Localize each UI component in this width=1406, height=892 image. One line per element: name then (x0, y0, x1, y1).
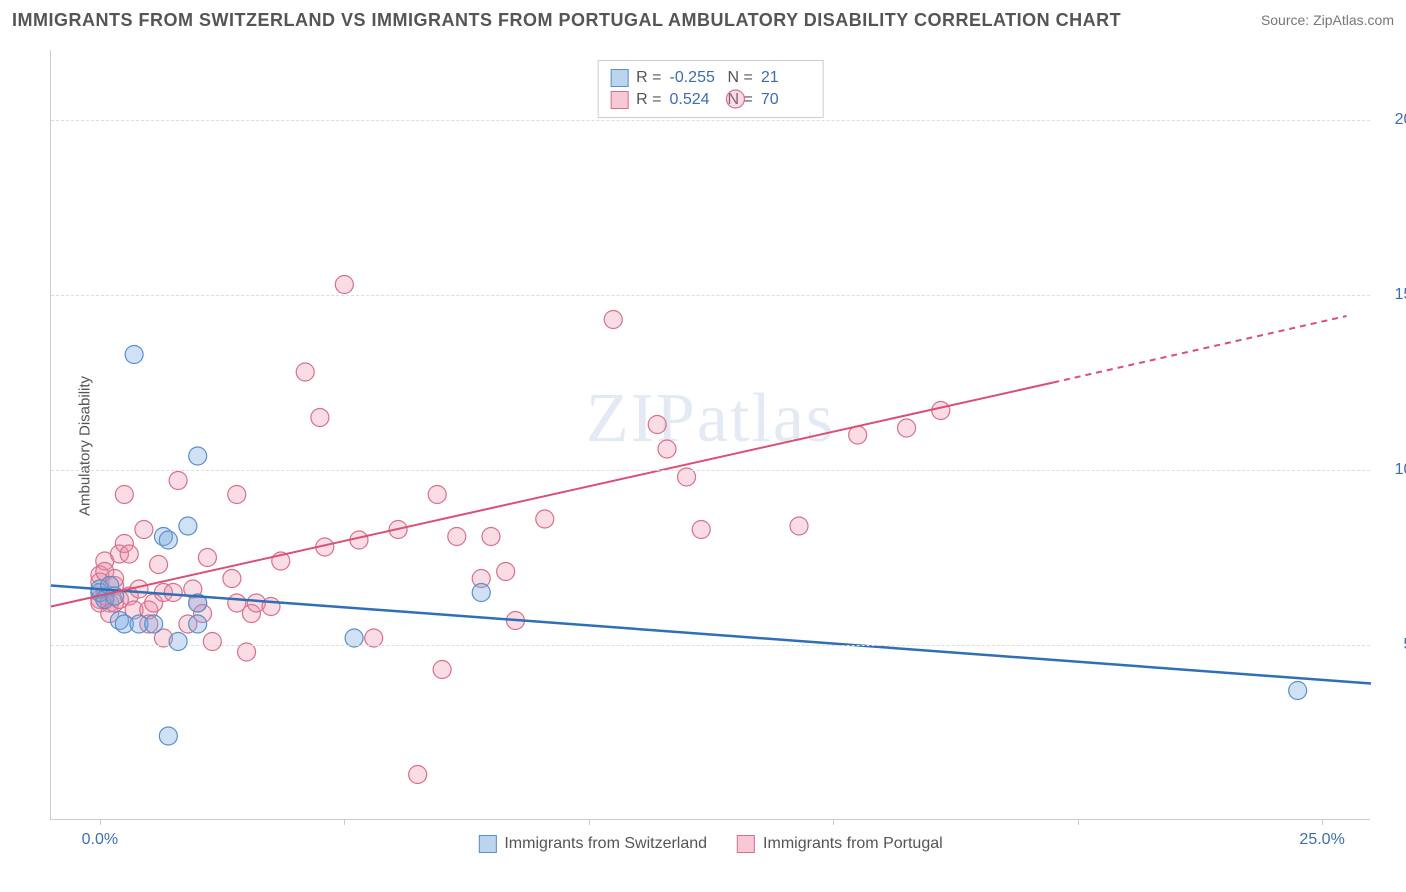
scatter-point (120, 545, 138, 563)
scatter-point (448, 528, 466, 546)
x-tick-label: 25.0% (1299, 831, 1344, 849)
x-tick (344, 819, 345, 825)
scatter-point (135, 521, 153, 539)
scatter-point (335, 276, 353, 294)
scatter-point (223, 570, 241, 588)
scatter-point (898, 419, 916, 437)
scatter-point (115, 486, 133, 504)
regression-line (1053, 316, 1346, 383)
legend-item-portugal: Immigrants from Portugal (737, 835, 943, 853)
scatter-point (203, 633, 221, 651)
y-tick-label: 20.0% (1380, 111, 1406, 129)
scatter-point (169, 472, 187, 490)
x-tick (1322, 819, 1323, 825)
x-tick (100, 819, 101, 825)
chart-title: IMMIGRANTS FROM SWITZERLAND VS IMMIGRANT… (12, 10, 1121, 31)
series-label-switzerland: Immigrants from Switzerland (504, 835, 707, 853)
scatter-point (849, 426, 867, 444)
regression-line (51, 383, 1053, 607)
scatter-point (472, 584, 490, 602)
scatter-svg (51, 50, 1370, 819)
scatter-point (726, 90, 744, 108)
grid-line (51, 120, 1370, 121)
y-tick-label: 5.0% (1380, 636, 1406, 654)
y-tick-label: 15.0% (1380, 286, 1406, 304)
scatter-point (932, 402, 950, 420)
grid-line (51, 295, 1370, 296)
scatter-point (1289, 682, 1307, 700)
x-tick (589, 819, 590, 825)
scatter-point (296, 363, 314, 381)
scatter-point (164, 584, 182, 602)
scatter-point (179, 517, 197, 535)
scatter-point (428, 486, 446, 504)
series-legend: Immigrants from Switzerland Immigrants f… (478, 835, 942, 853)
legend-item-switzerland: Immigrants from Switzerland (478, 835, 707, 853)
scatter-point (433, 661, 451, 679)
plot-area: ZIPatlas R = -0.255 N = 21 R = 0.524 N =… (50, 50, 1370, 820)
x-tick (1078, 819, 1079, 825)
scatter-point (790, 517, 808, 535)
scatter-point (169, 633, 187, 651)
swatch-switzerland (478, 835, 496, 853)
scatter-point (189, 615, 207, 633)
x-tick (833, 819, 834, 825)
scatter-point (648, 416, 666, 434)
scatter-point (497, 563, 515, 581)
scatter-point (482, 528, 500, 546)
scatter-point (159, 727, 177, 745)
scatter-point (604, 311, 622, 329)
scatter-point (150, 556, 168, 574)
scatter-point (228, 486, 246, 504)
scatter-point (311, 409, 329, 427)
scatter-point (658, 440, 676, 458)
grid-line (51, 470, 1370, 471)
scatter-point (409, 766, 427, 784)
scatter-point (125, 346, 143, 364)
y-tick-label: 10.0% (1380, 461, 1406, 479)
scatter-point (692, 521, 710, 539)
scatter-point (536, 510, 554, 528)
x-tick-label: 0.0% (82, 831, 118, 849)
scatter-point (198, 549, 216, 567)
swatch-portugal (737, 835, 755, 853)
scatter-point (159, 531, 177, 549)
scatter-point (145, 615, 163, 633)
grid-line (51, 645, 1370, 646)
regression-line (51, 586, 1371, 684)
scatter-point (189, 447, 207, 465)
source-label: Source: ZipAtlas.com (1261, 12, 1394, 28)
series-label-portugal: Immigrants from Portugal (763, 835, 943, 853)
